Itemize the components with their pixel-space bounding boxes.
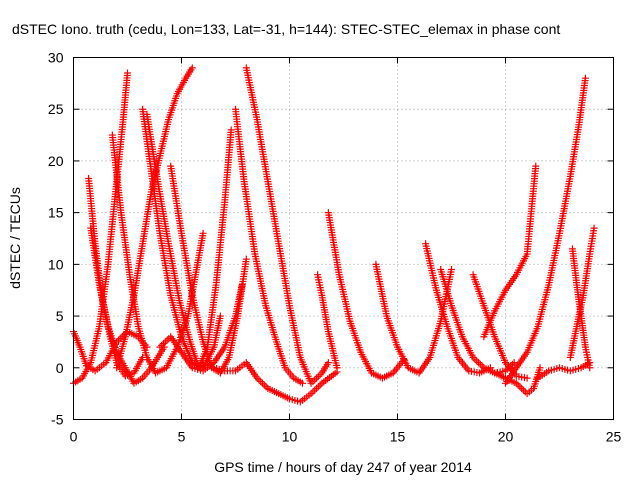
series-arc-23 <box>534 359 594 382</box>
series-markers <box>143 110 235 372</box>
series-markers <box>113 64 196 372</box>
series-markers <box>568 245 594 372</box>
series-markers <box>422 240 494 377</box>
y-tick-label: -5 <box>51 412 64 428</box>
series-markers <box>139 105 224 372</box>
series-markers <box>502 74 589 387</box>
series-arc-8 <box>113 64 196 372</box>
x-tick-label: 15 <box>390 429 406 445</box>
series-arc-15 <box>324 209 408 382</box>
tick-labels: 0 5 10 15 20 25 -5 0 5 10 15 20 25 30 <box>48 50 622 445</box>
y-tick-label: 15 <box>48 205 64 221</box>
y-tick-label: 20 <box>48 153 64 169</box>
series-markers <box>242 64 332 387</box>
series-arc-25 <box>566 224 598 361</box>
y-tick-label: 0 <box>56 360 64 376</box>
series-arc-24 <box>568 245 594 372</box>
x-tick-label: 0 <box>70 429 78 445</box>
series-arc-5 <box>108 131 207 377</box>
plot-frame <box>73 57 614 420</box>
x-tick-label: 20 <box>498 429 514 445</box>
series-markers <box>314 271 341 372</box>
series-arc-21 <box>480 162 540 341</box>
x-tick-label: 10 <box>282 429 298 445</box>
series-arc-12 <box>242 64 332 387</box>
y-tick-label: 10 <box>48 256 64 272</box>
y-tick-label: 30 <box>48 50 64 66</box>
series-arc-7 <box>143 110 235 372</box>
x-axis-label: GPS time / hours of day 247 of year 2014 <box>214 459 472 475</box>
series-markers <box>480 162 540 341</box>
series-arc-4 <box>87 224 168 387</box>
series-markers <box>108 131 207 377</box>
series-arc-13 <box>199 359 341 406</box>
series-arc-17 <box>422 240 494 377</box>
y-tick-label: 25 <box>48 101 64 117</box>
series-markers <box>232 105 306 387</box>
y-axis-label: dSTEC / TECUs <box>7 187 23 289</box>
x-tick-label: 25 <box>606 429 622 445</box>
series-arc-18 <box>437 266 518 377</box>
series-markers <box>437 266 518 377</box>
series-markers <box>566 224 598 361</box>
series-arc-6 <box>139 105 224 372</box>
series-arc-11 <box>232 105 306 387</box>
chart-title: dSTEC Iono. truth (cedu, Lon=133, Lat=-3… <box>12 21 560 37</box>
series-markers <box>534 359 594 382</box>
series-markers <box>324 209 408 382</box>
x-tick-label: 5 <box>178 429 186 445</box>
y-tick-label: 5 <box>56 308 64 324</box>
series-markers <box>199 359 341 406</box>
series-arc-14 <box>314 271 341 372</box>
series-markers <box>87 224 168 387</box>
series-arc-22 <box>502 74 589 387</box>
data-markers <box>70 64 598 406</box>
